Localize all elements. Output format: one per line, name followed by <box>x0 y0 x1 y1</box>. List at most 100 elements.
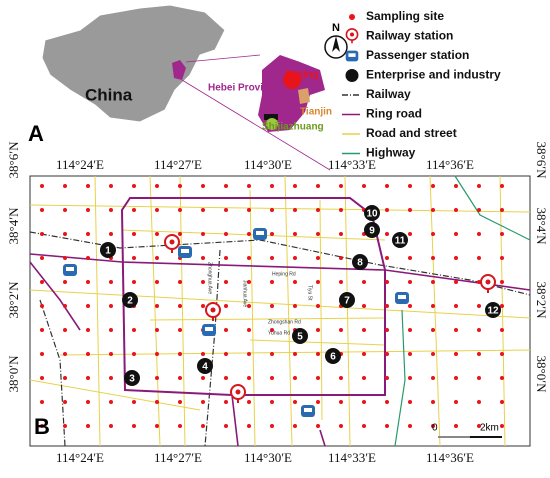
sampling-site <box>155 352 159 356</box>
sampling-site <box>500 208 504 212</box>
sampling-site <box>155 424 159 428</box>
ring-road <box>29 261 81 331</box>
road <box>29 379 201 411</box>
road <box>284 175 293 447</box>
sampling-site <box>500 256 504 260</box>
sampling-site <box>454 304 458 308</box>
sampling-site <box>270 232 274 236</box>
enterprise-label: 7 <box>344 296 350 307</box>
sampling-site <box>155 328 159 332</box>
enterprise <box>364 205 380 221</box>
sampling-site <box>477 400 481 404</box>
sampling-site <box>431 400 435 404</box>
sampling-site <box>454 376 458 380</box>
sampling-sites <box>40 184 504 428</box>
sampling-site <box>178 352 182 356</box>
sampling-site <box>293 184 297 188</box>
enterprise-label: 6 <box>330 352 336 363</box>
panel-label: B <box>34 414 50 439</box>
sampling-site <box>293 232 297 236</box>
sampling-site <box>477 328 481 332</box>
sampling-site <box>247 400 251 404</box>
compass-needle <box>332 36 340 52</box>
road-label: Yuhua Rd <box>268 330 290 336</box>
sampling-site <box>431 376 435 380</box>
sampling-site <box>247 376 251 380</box>
sampling-site <box>224 400 228 404</box>
sampling-site <box>63 184 67 188</box>
top-axis-label: 114°33′E <box>328 157 376 172</box>
sampling-site <box>201 184 205 188</box>
sampling-site <box>247 328 251 332</box>
legend-label: Road and street <box>366 126 457 140</box>
sampling-site <box>408 304 412 308</box>
sampling-site <box>454 184 458 188</box>
enterprise-label: 5 <box>297 332 303 343</box>
sampling-site <box>316 184 320 188</box>
road <box>149 317 386 321</box>
sampling-site <box>339 376 343 380</box>
road <box>499 175 506 447</box>
enterprise-label: 10 <box>366 209 378 220</box>
sampling-site <box>408 376 412 380</box>
scale-label: 2km <box>480 423 499 434</box>
sampling-site <box>339 232 343 236</box>
sampling-site <box>63 232 67 236</box>
bottom-axis-label: 114°36′E <box>426 450 474 465</box>
passenger-station-window <box>256 231 264 235</box>
sampling-site <box>224 184 228 188</box>
road-label: Tiyu St <box>307 285 313 301</box>
railway-station-core <box>350 32 354 37</box>
sampling-site <box>408 256 412 260</box>
enterprise-label: 9 <box>369 226 375 237</box>
sampling-site <box>362 304 366 308</box>
sampling-site <box>132 400 136 404</box>
left-axis-label: 38°6′N <box>6 141 21 179</box>
top-axis-label: 114°36′E <box>426 157 474 172</box>
sampling-site <box>201 400 205 404</box>
sampling-site <box>500 184 504 188</box>
legend: Sampling site Railway station Passenger st… <box>342 9 501 160</box>
sampling-site <box>316 400 320 404</box>
sampling-site <box>40 208 44 212</box>
sampling-site <box>454 424 458 428</box>
road <box>29 289 531 319</box>
sampling-site <box>155 304 159 308</box>
sampling-site <box>362 400 366 404</box>
sampling-site <box>500 232 504 236</box>
sampling-site <box>431 208 435 212</box>
legend-dot <box>345 69 359 82</box>
hebei-shape <box>258 55 325 132</box>
beijing-area <box>283 71 301 89</box>
sampling-site <box>201 256 205 260</box>
sampling-site <box>293 208 297 212</box>
left-axis-label: 38°0′N <box>6 355 21 393</box>
sampling-site <box>293 256 297 260</box>
sampling-site <box>109 232 113 236</box>
highway <box>454 175 531 241</box>
sampling-site <box>40 232 44 236</box>
enterprise-label: 12 <box>487 306 499 317</box>
sampling-site <box>201 232 205 236</box>
sampling-site <box>431 328 435 332</box>
sampling-site <box>109 424 113 428</box>
sampling-site <box>316 208 320 212</box>
sampling-site <box>500 328 504 332</box>
china-shape <box>41 4 226 123</box>
sampling-site <box>385 304 389 308</box>
sampling-site <box>178 328 182 332</box>
left-axis-label: 38°4′N <box>6 207 21 245</box>
sampling-site <box>109 208 113 212</box>
enterprise <box>325 348 341 364</box>
railway <box>39 299 66 447</box>
sampling-site <box>224 280 228 284</box>
legend-label: Enterprise and industry <box>366 68 501 82</box>
sampling-site <box>224 256 228 260</box>
enterprise <box>364 222 380 238</box>
sampling-site <box>224 376 228 380</box>
sampling-site <box>339 400 343 404</box>
railway-station-core <box>210 307 216 313</box>
sampling-site <box>293 424 297 428</box>
country-label: China <box>85 85 133 104</box>
sampling-site <box>132 424 136 428</box>
